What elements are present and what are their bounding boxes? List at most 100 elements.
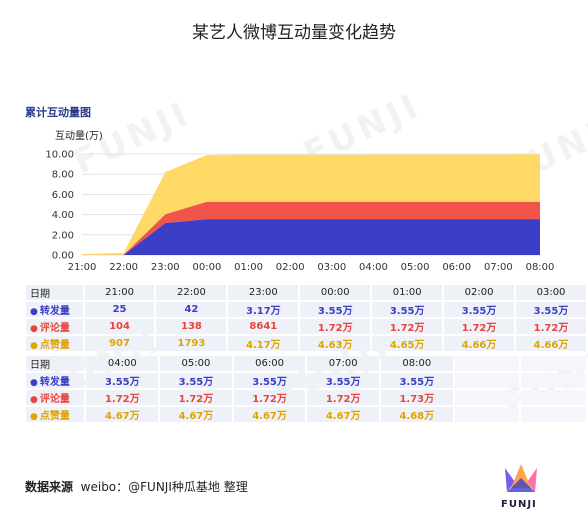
chart-title: 累计互动量图 bbox=[25, 106, 91, 119]
repost-cell: 3.55万 bbox=[300, 302, 371, 317]
like-cell: 4.66万 bbox=[516, 336, 586, 351]
repost-cell: 3.55万 bbox=[516, 302, 586, 317]
data-table-block-2: 日期 04:00 05:00 06:00 07:00 08:00 ● 转发量 3.55万 3.5… bbox=[24, 354, 588, 424]
y-tick-label: 8.00 bbox=[52, 170, 74, 181]
logo-text: FUNJI bbox=[501, 499, 537, 510]
bullet-icon: ● bbox=[30, 412, 38, 422]
bullet-icon: ● bbox=[30, 341, 38, 351]
repost-cell: 3.55万 bbox=[233, 373, 306, 388]
y-tick-label: 4.00 bbox=[52, 210, 74, 221]
comment-cell: 1.72万 bbox=[307, 390, 379, 405]
date-cell: 06:00 bbox=[233, 356, 306, 371]
comment-cell: 1.72万 bbox=[160, 390, 232, 405]
x-tick-label: 23:00 bbox=[151, 262, 180, 273]
area-series-2 bbox=[82, 201, 540, 255]
x-tick-labels: 21:00 22:00 23:00 00:00 01:00 02:00 03:00 04:00… bbox=[68, 262, 555, 273]
comment-cell: 1.72万 bbox=[300, 319, 371, 334]
repost-cell: 3.55万 bbox=[444, 302, 515, 317]
comment-cell: 8641 bbox=[228, 319, 299, 334]
date-cell: 23:00 bbox=[228, 285, 299, 300]
date-cell: 02:00 bbox=[444, 285, 515, 300]
like-cell bbox=[454, 407, 520, 422]
repost-cell: 42 bbox=[156, 302, 227, 317]
row-label-comment: ● 评论量 bbox=[26, 319, 83, 334]
x-tick-label: 03:00 bbox=[317, 262, 346, 273]
repost-cell: 3.55万 bbox=[307, 373, 379, 388]
repost-cell bbox=[454, 373, 520, 388]
funji-crown-icon bbox=[505, 464, 537, 492]
repost-cell bbox=[521, 373, 586, 388]
x-tick-label: 07:00 bbox=[484, 262, 513, 273]
row-label-like: ● 点赞量 bbox=[26, 336, 83, 351]
comment-cell bbox=[521, 390, 586, 405]
like-cell: 4.17万 bbox=[228, 336, 299, 351]
like-cell: 4.68万 bbox=[380, 407, 453, 422]
like-cell: 4.63万 bbox=[300, 336, 371, 351]
bullet-icon: ● bbox=[30, 324, 38, 334]
repost-cell: 3.55万 bbox=[86, 373, 159, 388]
x-tick-label: 02:00 bbox=[276, 262, 305, 273]
date-cell: 04:00 bbox=[86, 356, 159, 371]
comment-cell: 1.72万 bbox=[372, 319, 443, 334]
x-tick-label: 06:00 bbox=[442, 262, 471, 273]
bullet-icon: ● bbox=[30, 307, 38, 317]
data-source: 数据来源 weibo：@FUNJI种瓜基地 整理 bbox=[25, 480, 248, 494]
x-tick-label: 22:00 bbox=[109, 262, 138, 273]
comment-cell: 138 bbox=[156, 319, 227, 334]
row-label-date: 日期 bbox=[26, 356, 85, 371]
y-tick-label: 0.00 bbox=[52, 251, 74, 262]
x-tick-label: 01:00 bbox=[234, 262, 263, 273]
row-label-like: ● 点赞量 bbox=[26, 407, 85, 422]
like-cell: 4.67万 bbox=[86, 407, 159, 422]
x-tick-label: 04:00 bbox=[359, 262, 388, 273]
like-cell: 907 bbox=[84, 336, 155, 351]
comment-cell: 1.72万 bbox=[444, 319, 515, 334]
like-cell bbox=[521, 407, 586, 422]
comment-cell: 1.72万 bbox=[233, 390, 306, 405]
like-cell: 4.67万 bbox=[233, 407, 306, 422]
date-cell: 05:00 bbox=[160, 356, 232, 371]
bullet-icon: ● bbox=[30, 378, 38, 388]
repost-cell: 3.55万 bbox=[160, 373, 232, 388]
comment-cell: 1.73万 bbox=[380, 390, 453, 405]
repost-cell: 25 bbox=[84, 302, 155, 317]
comment-cell: 1.72万 bbox=[516, 319, 586, 334]
date-cell: 08:00 bbox=[380, 356, 453, 371]
like-cell: 4.67万 bbox=[307, 407, 379, 422]
area-series-1 bbox=[82, 219, 540, 255]
data-table-block-1: 日期 21:00 22:00 23:00 00:00 01:00 02:00 03:00 ● 转… bbox=[24, 283, 588, 353]
x-tick-label: 00:00 bbox=[192, 262, 221, 273]
row-label-date: 日期 bbox=[26, 285, 83, 300]
date-cell bbox=[454, 356, 520, 371]
row-label-repost: ● 转发量 bbox=[26, 373, 85, 388]
date-cell: 07:00 bbox=[307, 356, 379, 371]
area-series-3 bbox=[82, 154, 540, 255]
date-cell: 21:00 bbox=[84, 285, 155, 300]
date-cell: 03:00 bbox=[516, 285, 586, 300]
date-cell: 01:00 bbox=[372, 285, 443, 300]
like-cell: 4.67万 bbox=[160, 407, 232, 422]
like-cell: 1793 bbox=[156, 336, 227, 351]
row-label-repost: ● 转发量 bbox=[26, 302, 83, 317]
comment-cell bbox=[454, 390, 520, 405]
date-cell: 22:00 bbox=[156, 285, 227, 300]
y-tick-label: 2.00 bbox=[52, 230, 74, 241]
like-cell: 4.66万 bbox=[444, 336, 515, 351]
row-label-comment: ● 评论量 bbox=[26, 390, 85, 405]
y-tick-label: 10.00 bbox=[45, 150, 74, 161]
page-title: 某艺人微博互动量变化趋势 bbox=[192, 23, 396, 43]
repost-cell: 3.55万 bbox=[372, 302, 443, 317]
y-axis-label: 互动量(万) bbox=[55, 131, 103, 142]
repost-cell: 3.17万 bbox=[228, 302, 299, 317]
comment-cell: 104 bbox=[84, 319, 155, 334]
date-cell: 00:00 bbox=[300, 285, 371, 300]
like-cell: 4.65万 bbox=[372, 336, 443, 351]
x-tick-label: 08:00 bbox=[526, 262, 555, 273]
y-tick-label: 6.00 bbox=[52, 190, 74, 201]
repost-cell: 3.55万 bbox=[380, 373, 453, 388]
bullet-icon: ● bbox=[30, 395, 38, 405]
date-cell bbox=[521, 356, 586, 371]
comment-cell: 1.72万 bbox=[86, 390, 159, 405]
y-tick-labels: 0.00 2.00 4.00 6.00 8.00 10.00 bbox=[45, 150, 74, 262]
area-chart: 0.00 2.00 4.00 6.00 8.00 10.00 21:00 22:00 23:0… bbox=[45, 150, 555, 274]
